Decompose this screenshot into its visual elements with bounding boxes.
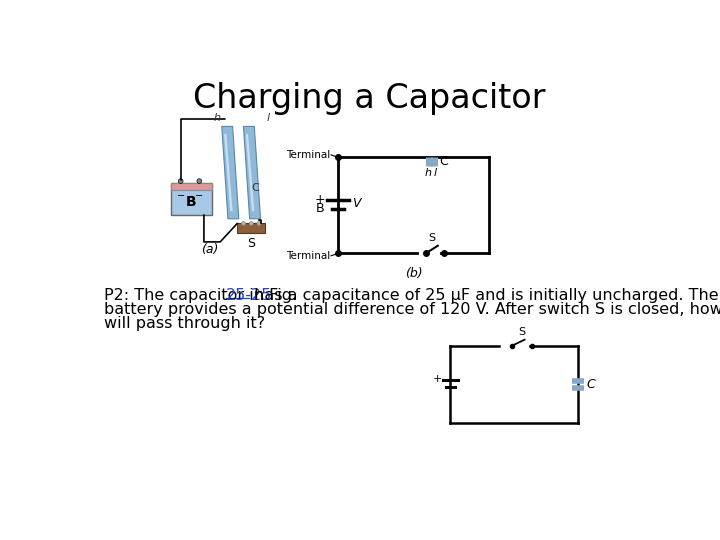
Text: battery provides a potential difference of 120 V. After switch S is closed, how : battery provides a potential difference …	[104, 302, 720, 317]
Text: l: l	[266, 112, 270, 123]
Bar	[171, 183, 212, 190]
Polygon shape	[243, 126, 261, 219]
Text: −: −	[195, 192, 203, 201]
Text: C: C	[438, 156, 448, 168]
Bar	[238, 224, 265, 233]
Text: −: −	[176, 192, 185, 201]
Text: B: B	[186, 195, 197, 209]
Circle shape	[249, 221, 253, 225]
Text: Terminal: Terminal	[286, 251, 330, 261]
Polygon shape	[246, 134, 254, 211]
Text: l: l	[433, 168, 436, 178]
Text: S: S	[518, 327, 526, 336]
Text: Charging a Capacitor: Charging a Capacitor	[193, 82, 545, 114]
Circle shape	[179, 179, 183, 184]
Text: +: +	[433, 374, 442, 384]
Text: S: S	[247, 237, 255, 250]
Text: 25-25: 25-25	[226, 288, 272, 303]
Polygon shape	[222, 126, 239, 219]
Text: +: +	[314, 193, 325, 206]
Text: (a): (a)	[202, 244, 219, 256]
Text: h: h	[424, 168, 431, 178]
Text: Terminal: Terminal	[286, 150, 330, 160]
Circle shape	[241, 221, 246, 225]
Text: will pass through it?: will pass through it?	[104, 316, 265, 331]
Polygon shape	[224, 134, 233, 211]
Text: S: S	[428, 233, 436, 244]
Text: B: B	[316, 202, 325, 215]
Text: C: C	[586, 378, 595, 391]
Text: h: h	[213, 112, 220, 123]
Text: has a capacitance of 25 μF and is initially uncharged. The: has a capacitance of 25 μF and is initia…	[249, 288, 719, 303]
Text: C: C	[251, 183, 259, 193]
Bar	[171, 183, 212, 215]
Circle shape	[197, 179, 202, 184]
Text: P2: The capacitor in Fig.: P2: The capacitor in Fig.	[104, 288, 302, 303]
Circle shape	[257, 221, 261, 225]
Text: (b): (b)	[405, 267, 423, 280]
Text: V: V	[352, 197, 361, 210]
